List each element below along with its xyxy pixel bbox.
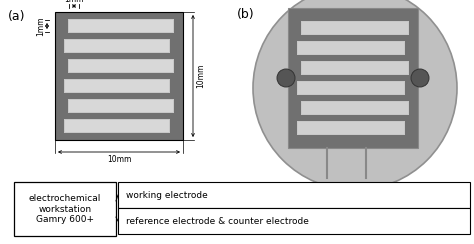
Text: (b): (b) [237,8,255,21]
Bar [69,100,173,112]
Bar [288,8,418,148]
Text: reference electrode & counter electrode: reference electrode & counter electrode [126,216,309,225]
Text: electrochemical
workstation
Gamry 600+: electrochemical workstation Gamry 600+ [29,194,101,224]
Bar [297,81,405,95]
Bar [65,120,169,132]
Bar [297,41,405,55]
Circle shape [277,69,295,87]
Text: 1mm: 1mm [36,16,45,36]
Bar [69,20,173,32]
Bar [118,182,470,208]
Bar [64,119,170,133]
Text: working electrode: working electrode [126,191,208,200]
Bar [298,42,404,54]
Bar [64,79,170,93]
Ellipse shape [253,0,457,190]
Bar [65,80,169,92]
Bar [64,39,170,53]
Bar [302,102,408,114]
Bar [301,101,409,115]
Bar [298,122,404,134]
Bar [68,59,174,73]
Bar [301,61,409,75]
Circle shape [411,69,429,87]
Bar [68,19,174,33]
Bar [55,12,183,140]
Text: 10mm: 10mm [107,155,131,164]
Text: 1mm: 1mm [64,0,84,4]
Bar [302,22,408,34]
Bar [302,62,408,74]
Bar [297,121,405,135]
Bar [301,21,409,35]
Bar [298,82,404,94]
Bar [68,99,174,113]
Bar [69,60,173,72]
Bar [14,182,116,236]
Bar [118,208,470,234]
Text: 10mm: 10mm [196,64,205,88]
Bar [65,40,169,52]
Text: (a): (a) [8,10,26,23]
